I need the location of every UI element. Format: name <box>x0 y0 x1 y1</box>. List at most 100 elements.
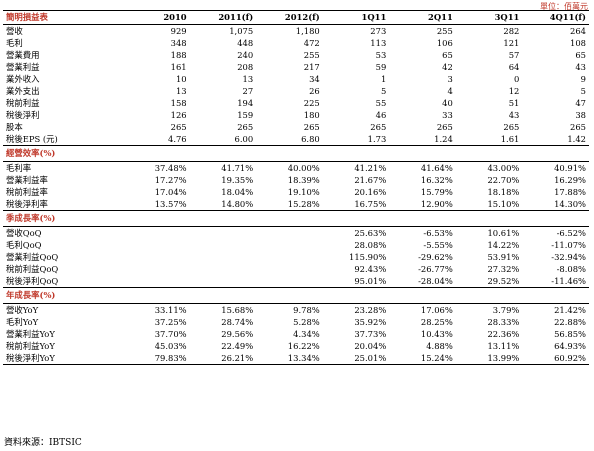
table-cell: 115.90% <box>349 252 387 262</box>
table-cell: 64 <box>508 62 520 72</box>
table-row: 營業利益QoQ 115.90% -29.62% 53.91% -32.94% <box>3 251 589 263</box>
table-cell: 5.28% <box>293 317 320 327</box>
table-row: 營業利益YoY 37.70% 29.56% 4.34% 37.73% 10.43% 22.3… <box>3 328 589 340</box>
table-cell: 22.36% <box>487 329 520 339</box>
table-cell <box>123 275 190 288</box>
table-cell: 25.63% <box>354 228 387 238</box>
row-label: 營收QoQ <box>6 228 42 238</box>
table-cell: 16.29% <box>554 175 586 185</box>
table-cell: 194 <box>237 98 254 108</box>
table-cell: 265 <box>570 122 586 132</box>
table-cell: 47 <box>575 98 586 108</box>
table-cell: 29.52% <box>487 276 520 286</box>
table-cell: 13.57% <box>154 199 187 209</box>
period-header: 2011(f) <box>189 10 257 25</box>
table-cell: 265 <box>503 122 520 132</box>
row-label: 營收YoY <box>6 305 39 315</box>
table-row: 毛利YoY 37.25% 28.74% 5.28% 35.92% 28.25% 28.33%… <box>3 316 589 328</box>
section-title: 年成長率(%) <box>3 287 589 304</box>
table-cell: 37.70% <box>154 329 187 339</box>
table-cell: 5 <box>580 86 586 96</box>
table-cell: 26.21% <box>189 352 257 365</box>
row-label: 稅後淨利 <box>6 110 40 120</box>
table-cell: 19.10% <box>287 187 320 197</box>
section-title: 季成長率(%) <box>3 210 589 227</box>
table-row: 營收YoY 33.11% 15.68% 9.78% 23.28% 17.06% 3.79% 2… <box>3 304 589 317</box>
table-cell: 265 <box>436 122 453 132</box>
table-cell: -11.46% <box>551 276 586 286</box>
table-cell: 180 <box>303 110 320 120</box>
table-row: 毛利率 37.48% 41.71% 40.00% 41.21% 41.64% 43.00% 4… <box>3 162 589 175</box>
table-cell: 106 <box>436 38 453 48</box>
table-cell <box>256 263 323 275</box>
table-cell: 1,075 <box>229 26 254 36</box>
table-cell: 113 <box>370 38 387 48</box>
table-row: 股本 265 265 265 265 265 265 265 <box>3 121 589 133</box>
table-row: 營業利益率 17.27% 19.35% 18.39% 21.67% 16.32% 22.70… <box>3 174 589 186</box>
table-cell: 472 <box>303 38 320 48</box>
table-cell: 33 <box>442 110 453 120</box>
table-cell: 45.03% <box>154 341 187 351</box>
table-cell: 41.64% <box>420 163 453 173</box>
section-header-row: 年成長率(%) <box>3 287 589 304</box>
table-cell: 265 <box>370 122 387 132</box>
table-cell: 59 <box>375 62 387 72</box>
table-cell: 28.33% <box>487 317 520 327</box>
period-header: 1Q11 <box>322 10 390 25</box>
table-cell: 56.85% <box>554 329 586 339</box>
section-header-row: 季成長率(%) <box>3 210 589 227</box>
table-row: 稅後淨利YoY 79.83% 26.21% 13.34% 25.01% 15.24% 13.… <box>3 352 589 365</box>
table-cell: 13.99% <box>455 352 523 365</box>
table-cell: 46 <box>375 110 387 120</box>
table-cell: 57 <box>508 50 520 60</box>
row-label: 營業利益 <box>6 62 40 72</box>
table-cell: 65 <box>575 50 586 60</box>
table-cell: 126 <box>170 110 187 120</box>
table-cell: 53 <box>375 50 387 60</box>
table-cell: 22.49% <box>221 341 254 351</box>
table-cell <box>256 227 323 240</box>
section-header-row: 經營效率(%) <box>3 145 589 162</box>
table-row: 稅前利益 158 194 225 55 40 51 47 <box>3 97 589 109</box>
table-cell: 12.90% <box>420 199 453 209</box>
table-cell: 265 <box>237 122 254 132</box>
period-header: 2012(f) <box>256 10 323 25</box>
table-cell: 28.25% <box>420 317 453 327</box>
row-label: 營業利益QoQ <box>6 252 59 262</box>
table-cell <box>190 239 257 251</box>
table-cell: 265 <box>170 122 187 132</box>
table-cell: 21.67% <box>354 175 387 185</box>
table-cell: -5.55% <box>423 240 453 250</box>
table-cell <box>190 251 257 263</box>
table-cell: 1.42 <box>567 134 586 144</box>
table-cell: 18.18% <box>487 187 520 197</box>
table-cell: 25.01% <box>322 352 390 365</box>
table-cell: 20.04% <box>354 341 387 351</box>
table-cell: 53.91% <box>487 252 520 262</box>
table-cell: 26 <box>309 86 320 96</box>
table-cell: 43 <box>575 62 586 72</box>
table-cell: 20.16% <box>354 187 387 197</box>
table-cell: -26.77% <box>418 264 453 274</box>
table-cell: 17.06% <box>420 305 453 315</box>
table-title: 簡明損益表 <box>3 10 124 25</box>
table-cell: 4.34% <box>293 329 320 339</box>
table-cell: 16.32% <box>420 175 453 185</box>
period-header: 4Q11(f) <box>522 10 589 25</box>
table-cell <box>123 263 190 275</box>
table-cell: 0 <box>514 74 520 84</box>
table-cell: 41.21% <box>354 163 387 173</box>
row-label: 稅後淨利YoY <box>3 352 124 365</box>
table-cell: 240 <box>237 50 254 60</box>
table-cell: 55 <box>375 98 387 108</box>
table-cell: 5 <box>380 86 387 96</box>
table-cell: -32.94% <box>551 252 586 262</box>
income-statement-table: 簡明損益表 2010 2011(f) 2012(f) 1Q11 2Q11 3Q1… <box>3 10 589 365</box>
table-cell: 348 <box>170 38 187 48</box>
table-cell: 43 <box>508 110 520 120</box>
table-cell: 159 <box>237 110 254 120</box>
table-cell: 14.30% <box>554 199 586 209</box>
table-cell: 4 <box>447 86 453 96</box>
section-title: 經營效率(%) <box>3 145 589 162</box>
row-label: 毛利 <box>6 38 23 48</box>
